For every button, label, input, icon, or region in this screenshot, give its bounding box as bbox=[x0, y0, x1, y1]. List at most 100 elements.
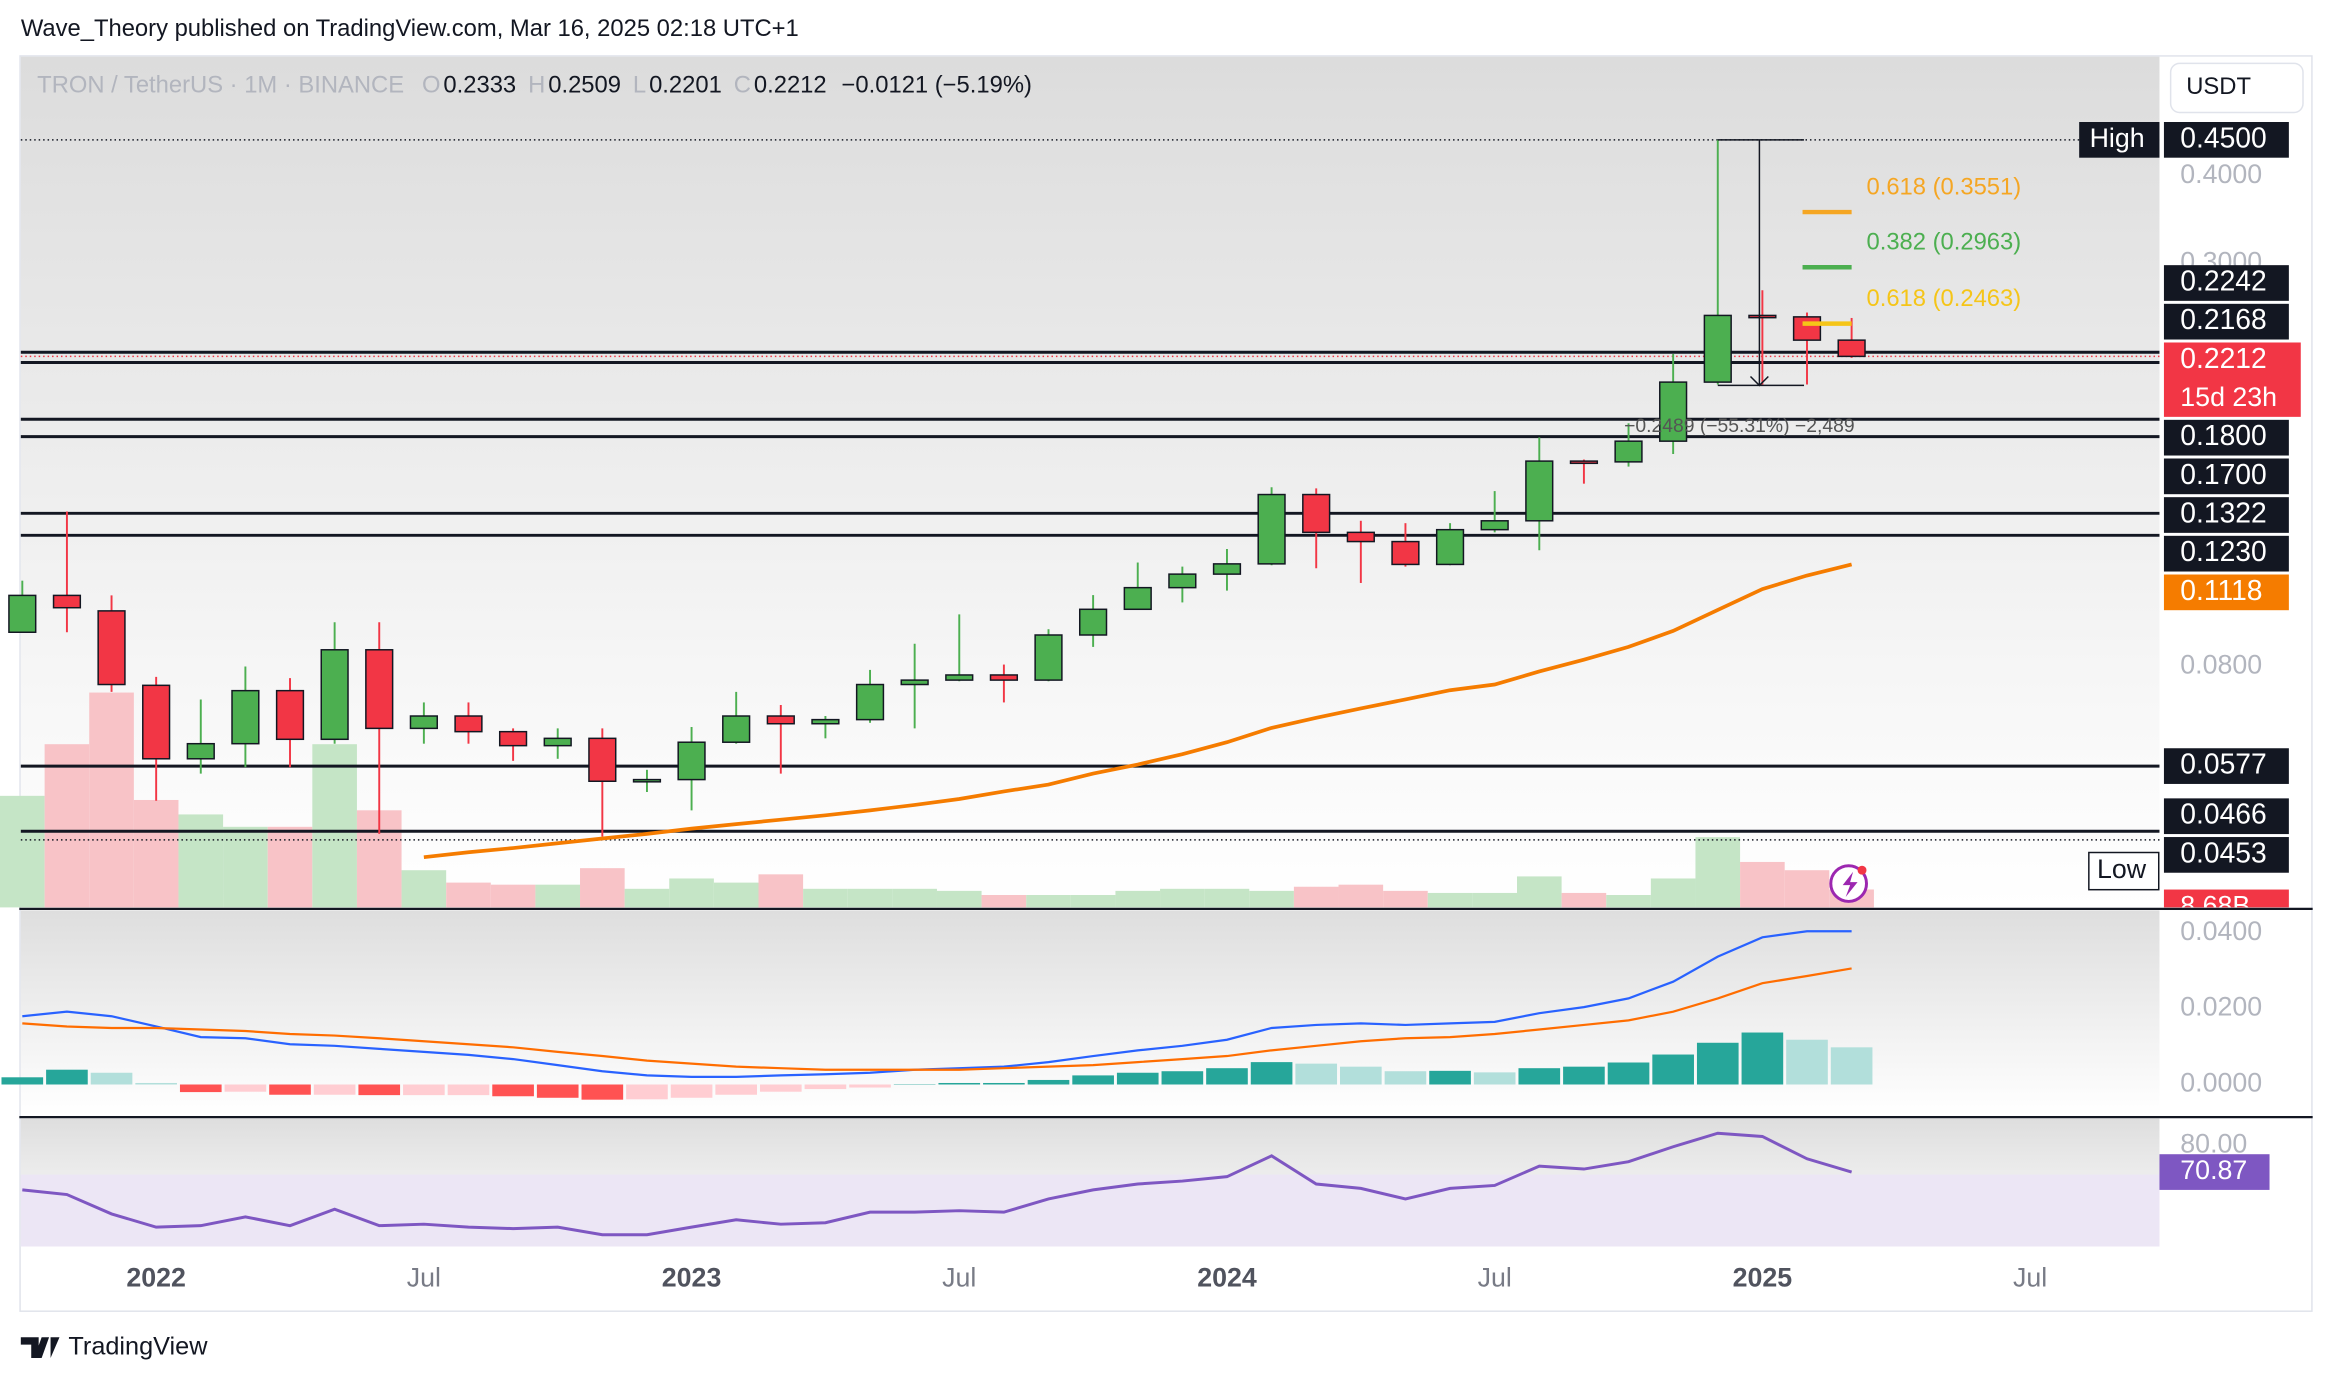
candle-body bbox=[1078, 608, 1108, 636]
volume-bar bbox=[1695, 837, 1741, 908]
y-tick-label: 0.0200 bbox=[2180, 992, 2262, 1022]
macd-histogram-bar bbox=[224, 1084, 267, 1092]
volume-bar bbox=[1204, 888, 1250, 908]
candle-body bbox=[1792, 316, 1822, 341]
currency-label[interactable]: USDT bbox=[2186, 73, 2251, 100]
volume-bar bbox=[1115, 890, 1161, 908]
rsi-label: 70.87 bbox=[2180, 1155, 2247, 1185]
volume-bar bbox=[44, 744, 90, 908]
candle-body bbox=[766, 715, 795, 725]
macd-histogram-bar bbox=[1741, 1032, 1784, 1085]
candle-body bbox=[855, 683, 885, 721]
price-label: 0.0577 bbox=[2180, 748, 2266, 780]
price-label-box bbox=[2163, 122, 2289, 158]
candle-body bbox=[677, 741, 706, 781]
low-tag-box bbox=[2088, 851, 2160, 891]
macd-histogram-bar bbox=[179, 1084, 222, 1093]
x-tick-label: 2025 bbox=[1733, 1262, 1793, 1292]
volume-bar bbox=[1026, 894, 1071, 908]
volume-bar bbox=[1784, 870, 1830, 908]
macd-histogram-bar bbox=[1295, 1063, 1338, 1085]
volume-bar bbox=[803, 888, 848, 908]
logo-icon bbox=[1829, 864, 1868, 903]
fib-label: 0.618 (0.2463) bbox=[1866, 285, 2021, 312]
volume-bar bbox=[178, 814, 224, 908]
h-label: H bbox=[528, 72, 545, 99]
candle-body bbox=[1837, 339, 1866, 358]
fib-label: 0.618 (0.3551) bbox=[1866, 174, 2021, 201]
symbol: TRON / TetherUS · 1M · BINANCE bbox=[37, 72, 404, 99]
candle-body bbox=[1614, 440, 1643, 463]
volume-bar bbox=[535, 884, 581, 908]
volume-bar bbox=[267, 826, 313, 908]
macd-histogram-bar bbox=[358, 1084, 401, 1096]
candle-body bbox=[900, 679, 929, 686]
countdown-label: 15d 23h bbox=[2180, 382, 2277, 412]
volume-label-box bbox=[2163, 889, 2289, 908]
currency-button[interactable] bbox=[2169, 62, 2304, 114]
brand: TradingView bbox=[68, 1332, 208, 1360]
volume-bar bbox=[981, 894, 1027, 908]
volume-bar bbox=[936, 890, 982, 908]
macd-histogram-bar bbox=[1652, 1054, 1694, 1085]
price-label: 0.1322 bbox=[2180, 496, 2266, 528]
volume-label-group: 8.68B bbox=[2163, 889, 2289, 908]
volume-bar bbox=[758, 874, 804, 908]
candle-body bbox=[1391, 540, 1420, 566]
candle-body bbox=[365, 649, 394, 730]
volume-bar bbox=[1427, 892, 1473, 908]
candle-body bbox=[1525, 460, 1554, 522]
volume-bar bbox=[713, 882, 759, 908]
measure-arrow bbox=[1749, 375, 1769, 387]
volume-bar bbox=[1160, 888, 1205, 908]
o-value: 0.2333 bbox=[443, 72, 516, 99]
macd-histogram-bar bbox=[492, 1084, 534, 1097]
candle-body bbox=[543, 737, 572, 747]
price-label-box bbox=[2163, 458, 2289, 495]
fib-label: 0.382 (0.2963) bbox=[1866, 229, 2021, 256]
macd-histogram-bar bbox=[536, 1084, 579, 1098]
volume-bar bbox=[624, 888, 670, 908]
macd-histogram-bar bbox=[1340, 1066, 1382, 1085]
macd-histogram-bar bbox=[1563, 1066, 1605, 1085]
candle-body bbox=[320, 649, 349, 741]
macd-histogram-bar bbox=[759, 1084, 802, 1092]
candle-body bbox=[231, 689, 260, 745]
macd-histogram-bar bbox=[1429, 1070, 1471, 1085]
macd-histogram-bar bbox=[46, 1069, 88, 1085]
candle-body bbox=[1168, 573, 1197, 589]
volume-bar bbox=[401, 870, 447, 908]
volume-bar bbox=[133, 799, 179, 908]
low-tag: Low bbox=[2097, 854, 2147, 884]
macd-histogram-bar bbox=[1696, 1042, 1739, 1085]
price-label-box bbox=[2163, 748, 2289, 784]
price-label: 0.4500 bbox=[2180, 121, 2266, 153]
candle-body bbox=[275, 689, 305, 741]
macd-histogram-bar bbox=[90, 1072, 133, 1085]
candle-body bbox=[1703, 314, 1732, 383]
volume-bar bbox=[446, 882, 491, 908]
price-label: 0.2242 bbox=[2180, 264, 2266, 296]
ema-line bbox=[423, 562, 1853, 860]
candle-body bbox=[1659, 381, 1688, 442]
volume-bar bbox=[1606, 894, 1651, 908]
candle-body bbox=[1257, 493, 1286, 565]
volume-bar bbox=[0, 795, 45, 908]
macd-histogram-bar bbox=[1, 1077, 44, 1085]
macd-histogram-bar bbox=[849, 1084, 891, 1088]
volume-bar bbox=[1338, 884, 1384, 908]
macd-histogram-bar bbox=[1786, 1039, 1828, 1085]
y-tick-label: 0.0400 bbox=[2180, 916, 2262, 946]
rsi-band bbox=[20, 1174, 2160, 1247]
volume-bar bbox=[580, 868, 625, 908]
macd-histogram-bar bbox=[1072, 1075, 1114, 1085]
volume-bar bbox=[490, 884, 536, 908]
candle-body bbox=[142, 684, 171, 760]
price-label: 0.1800 bbox=[2180, 419, 2266, 451]
y-tick-label: 0.0800 bbox=[2180, 650, 2262, 680]
high-tag: High bbox=[2090, 123, 2145, 153]
volume-bar bbox=[892, 888, 937, 908]
candle-body bbox=[97, 610, 126, 686]
price-label: 0.1118 bbox=[2180, 574, 2262, 606]
price-label: 0.2212 bbox=[2180, 342, 2266, 374]
